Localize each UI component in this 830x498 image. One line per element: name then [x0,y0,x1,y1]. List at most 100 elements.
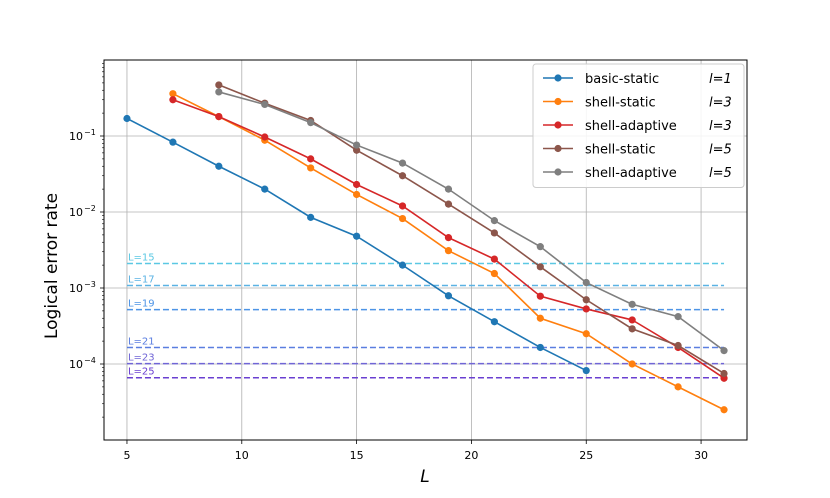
series-shell-adaptive-l5 [215,88,728,355]
data-point [720,369,728,378]
data-point [261,133,269,141]
data-point [215,88,223,96]
legend-tag: l=5 [709,166,732,181]
series-shell-static-l5 [215,81,728,378]
series-basic-static-l1 [123,114,590,375]
threshold-label: L=23 [128,353,155,364]
data-point [582,305,590,313]
threshold-label: L=25 [128,367,155,378]
legend-item: shell-adaptive l=3 [543,119,732,134]
legend-marker [554,144,562,153]
data-point [398,172,407,180]
y-tick-label: 10 −4 [69,356,96,371]
data-point [444,247,453,255]
data-point [353,232,361,240]
legend-marker [554,121,562,129]
data-point [490,318,498,326]
data-point [490,255,498,263]
legend-label: shell-static [585,96,656,111]
data-point [444,200,453,208]
data-point [307,213,315,221]
data-point [307,164,315,172]
data-point [444,234,453,242]
data-point [307,155,315,163]
data-point [353,180,361,189]
legend-tag: l=5 [709,143,732,158]
data-point [398,202,407,210]
data-point [536,314,544,322]
legend-label: shell-adaptive [585,119,677,134]
series-line [218,84,725,375]
x-tick-label: 25 [579,449,593,462]
legend-label: basic-static [585,72,659,87]
series-shell-adaptive-l3 [169,96,728,382]
y-tick-base: 10 [69,130,83,143]
data-point [398,159,407,167]
x-tick-label: 30 [694,449,708,462]
data-point [582,330,590,338]
data-point [628,300,636,308]
y-tick-label: 10 −2 [69,204,96,219]
y-tick-exponent: −3 [84,280,96,289]
data-point [582,296,590,304]
data-point [536,263,544,271]
data-point [444,185,453,193]
y-tick-exponent: −2 [84,204,96,213]
data-point [536,243,544,251]
data-point [261,100,269,109]
data-point [582,278,590,287]
data-point [720,347,728,355]
x-axis-label: L [420,467,429,487]
threshold-label: L=17 [128,274,155,285]
legend-item: shell-static l=3 [543,96,732,111]
y-tick-exponent: −1 [84,128,96,137]
threshold-label: L=19 [128,299,155,310]
y-tick-label: 10 −1 [69,128,96,143]
data-point [674,313,682,321]
y-tick-base: 10 [69,206,83,219]
legend-marker [554,168,562,176]
legend-tag: l=3 [709,119,732,134]
series-line [218,91,725,352]
data-point [215,112,223,121]
data-point [169,90,177,98]
data-point [215,162,223,170]
data-point [582,366,590,375]
data-point [444,292,453,300]
y-tick-label: 10 −3 [69,280,96,295]
legend-item: shell-adaptive l=5 [543,166,732,181]
x-tick-label: 15 [350,449,364,462]
legend-box [532,63,745,188]
legend-item: basic-static l=1 [543,72,732,87]
data-point [674,341,682,350]
data-point [720,406,728,414]
x-tick-label: 5 [123,449,130,462]
series-group [123,81,728,414]
legend-marker [554,74,562,82]
y-axis-label: Logical error rate [42,193,62,339]
data-point [398,214,407,223]
y-tick-base: 10 [69,282,83,295]
data-point [398,261,407,269]
legend-label: shell-static [585,143,656,158]
legend-tag: l=3 [709,96,732,111]
x-tick-label: 20 [464,449,478,462]
threshold-lines: L=15 L=17 L=19 L=21 L=23 L=25 [126,253,725,379]
data-point [536,343,544,352]
plot-frame [103,59,748,441]
data-point [628,360,636,368]
threshold-label: L=15 [128,253,155,264]
y-tick-base: 10 [69,358,83,371]
y-tick-exponent: −4 [84,356,96,365]
legend-marker [554,97,562,106]
x-axis-ticks: 5 10 15 20 25 30 [123,440,708,462]
data-point [674,383,682,391]
data-point [215,81,223,89]
data-point [307,119,315,127]
data-point [536,292,544,300]
data-point [490,217,498,225]
legend-label: shell-adaptive [585,166,677,181]
data-point [353,146,361,154]
legend-tag: l=1 [709,72,732,87]
